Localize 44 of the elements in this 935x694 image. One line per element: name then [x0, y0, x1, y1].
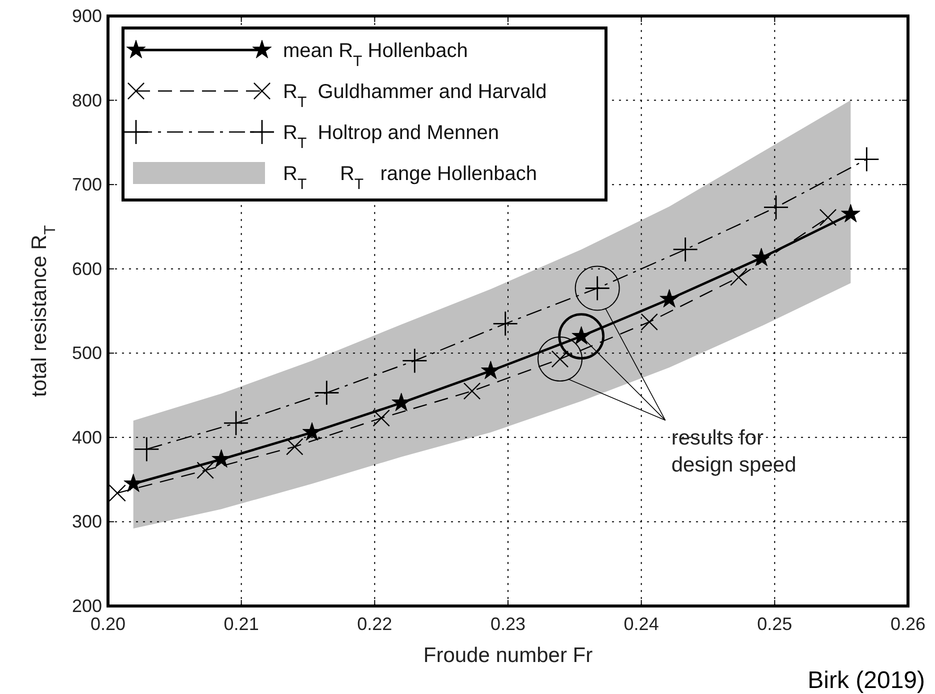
- x-tick-label: 0.24: [624, 614, 659, 634]
- point: [764, 195, 788, 220]
- point: [841, 204, 860, 222]
- point: [640, 313, 658, 331]
- point: [673, 237, 698, 262]
- text: R$_{T}$ R$_{T}$ range Hollenbach: [283, 163, 538, 192]
- point: [392, 392, 411, 412]
- point: [481, 360, 500, 380]
- x-axis-title: Froude number Fr: [423, 644, 593, 667]
- y-tick-label: 600: [72, 258, 102, 279]
- y-tick-label: 800: [72, 90, 102, 110]
- point: [854, 147, 879, 172]
- point: [124, 474, 143, 492]
- point: [196, 462, 214, 479]
- text: Birk (2019): [808, 667, 925, 694]
- legend-label: R$_{T}$ Holtrop and Mennen: [283, 122, 499, 152]
- point: [286, 438, 304, 456]
- point: [108, 484, 126, 502]
- point: [314, 380, 339, 405]
- y-tick-label: 300: [72, 512, 102, 532]
- point: [224, 411, 248, 436]
- y-tick-label: 400: [72, 427, 102, 448]
- annotation: results for design speed: [671, 426, 796, 476]
- point: [660, 289, 679, 308]
- point: [134, 437, 159, 462]
- x-tick-label: 0.22: [357, 614, 392, 634]
- x-tick-label: 0.20: [90, 614, 126, 634]
- x-tick-label: 0.25: [757, 614, 792, 634]
- y-tick-label: 500: [72, 343, 102, 364]
- x-tick-label: 0.26: [890, 614, 926, 634]
- point: [372, 409, 390, 427]
- point: [752, 248, 771, 266]
- y-tick-label: 900: [72, 6, 102, 26]
- y-tick-label: 200: [72, 596, 102, 616]
- legend-label: mean R$_{T}$ Hollenbach: [283, 40, 468, 70]
- legend-label: R$_{T}$ Guldhammer and Harvald: [283, 81, 547, 110]
- point: [463, 382, 481, 400]
- point: [493, 312, 518, 336]
- x-tick-label: 0.21: [224, 614, 259, 634]
- point: [819, 208, 837, 226]
- point: [402, 348, 427, 373]
- y-tick-label: 700: [72, 174, 102, 195]
- x-tick-label: 0.23: [490, 614, 526, 634]
- point: [730, 268, 748, 286]
